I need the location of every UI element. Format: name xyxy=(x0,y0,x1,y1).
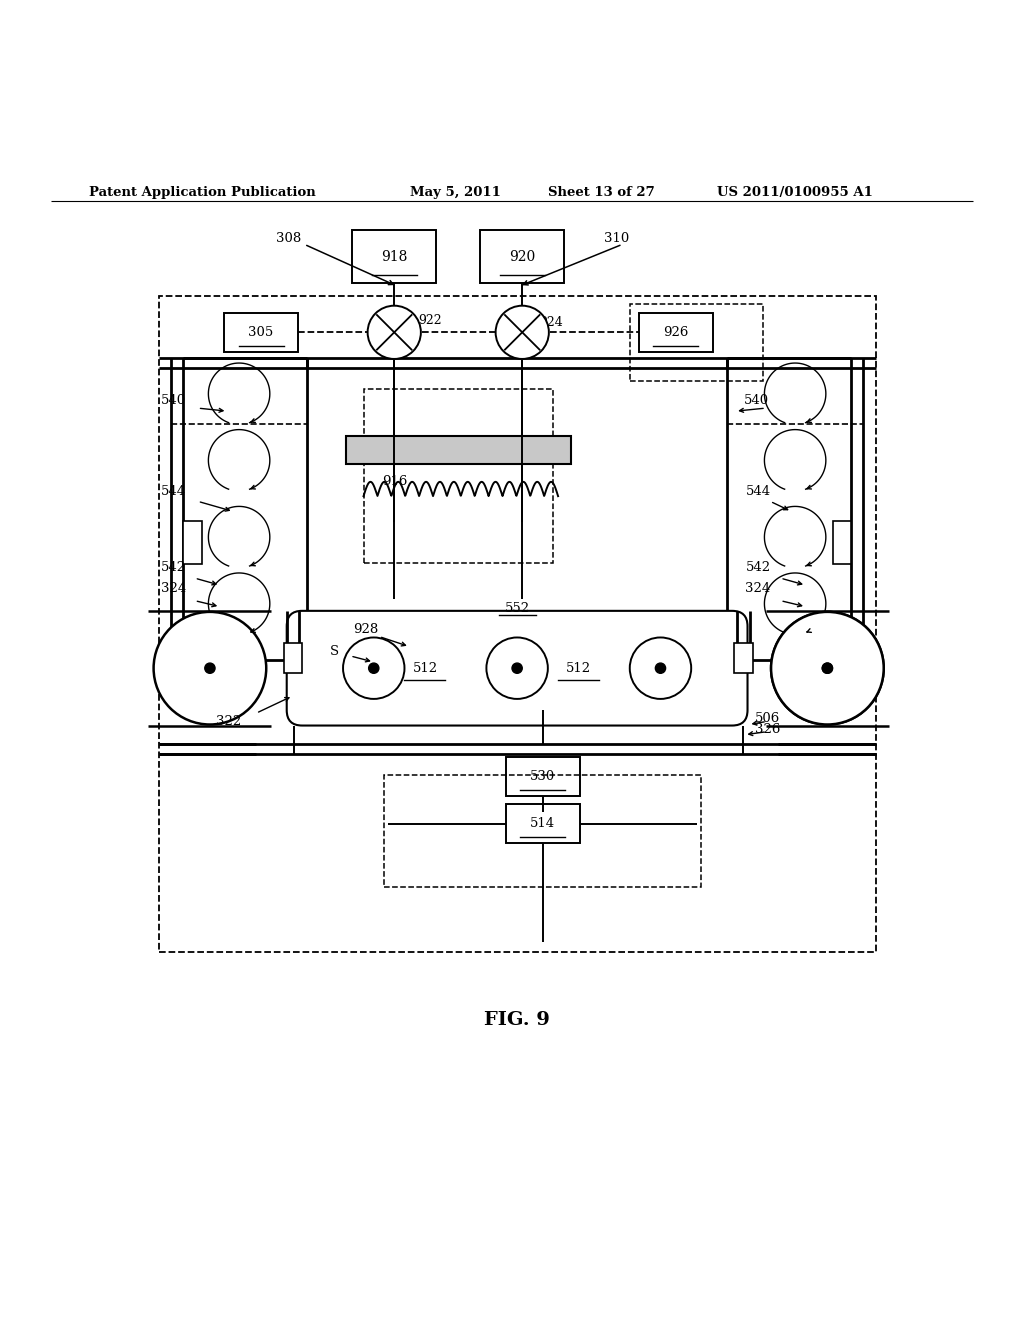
Circle shape xyxy=(771,612,884,725)
Text: FIG. 9: FIG. 9 xyxy=(484,1011,550,1030)
Text: 544: 544 xyxy=(161,484,186,498)
Bar xyxy=(307,626,727,648)
Text: 542: 542 xyxy=(745,561,771,574)
Text: 310: 310 xyxy=(604,231,630,244)
Text: 540: 540 xyxy=(743,395,769,408)
Text: US 2011/0100955 A1: US 2011/0100955 A1 xyxy=(717,186,872,198)
Text: 514: 514 xyxy=(530,817,555,830)
Circle shape xyxy=(205,663,215,673)
Text: 530: 530 xyxy=(530,771,555,783)
Circle shape xyxy=(496,306,549,359)
Circle shape xyxy=(822,663,833,673)
Circle shape xyxy=(630,638,691,698)
Circle shape xyxy=(512,663,522,673)
Circle shape xyxy=(369,663,379,673)
Bar xyxy=(364,388,553,562)
Bar xyxy=(639,313,713,351)
Text: 916: 916 xyxy=(382,475,408,488)
Circle shape xyxy=(486,638,548,698)
Bar xyxy=(734,643,753,673)
Bar xyxy=(506,804,580,843)
Bar xyxy=(284,643,302,673)
Bar xyxy=(544,651,613,685)
Text: 544: 544 xyxy=(745,484,771,498)
Bar xyxy=(630,304,763,381)
Text: 305: 305 xyxy=(249,326,273,339)
Text: 326: 326 xyxy=(755,723,780,737)
Bar xyxy=(390,651,460,685)
Bar xyxy=(384,775,701,887)
Text: S: S xyxy=(330,645,339,659)
Bar xyxy=(183,520,202,564)
Text: Patent Application Publication: Patent Application Publication xyxy=(89,186,315,198)
Text: May 5, 2011: May 5, 2011 xyxy=(410,186,501,198)
Circle shape xyxy=(154,612,266,725)
Bar xyxy=(480,230,564,284)
Text: 512: 512 xyxy=(413,661,437,675)
Bar xyxy=(224,313,298,351)
Circle shape xyxy=(822,663,833,673)
Bar xyxy=(346,436,571,465)
Text: 924: 924 xyxy=(540,315,563,329)
Text: 926: 926 xyxy=(664,326,688,339)
FancyBboxPatch shape xyxy=(287,611,748,726)
Text: 506: 506 xyxy=(755,711,780,725)
Text: 552: 552 xyxy=(505,602,529,615)
Text: 922: 922 xyxy=(418,314,441,326)
Bar xyxy=(159,297,876,952)
Text: 928: 928 xyxy=(353,623,379,636)
Bar xyxy=(833,520,851,564)
Bar xyxy=(352,230,436,284)
Circle shape xyxy=(368,306,421,359)
Text: 322: 322 xyxy=(216,715,242,727)
Circle shape xyxy=(343,638,404,698)
Text: 324: 324 xyxy=(745,582,771,595)
Circle shape xyxy=(771,612,884,725)
Bar xyxy=(506,758,580,796)
Text: 918: 918 xyxy=(381,249,408,264)
Text: 540: 540 xyxy=(161,395,186,408)
Text: 542: 542 xyxy=(161,561,186,574)
Text: 324: 324 xyxy=(161,582,186,595)
Text: 308: 308 xyxy=(276,231,302,244)
Text: Sheet 13 of 27: Sheet 13 of 27 xyxy=(548,186,654,198)
Circle shape xyxy=(655,663,666,673)
Text: 920: 920 xyxy=(509,249,536,264)
Text: 512: 512 xyxy=(566,661,591,675)
